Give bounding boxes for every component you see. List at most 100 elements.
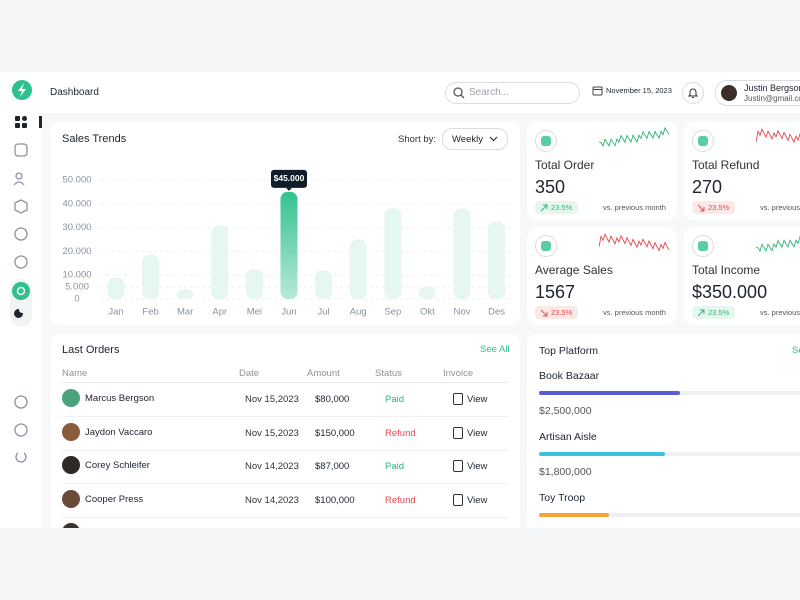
stat-icon [692,235,714,257]
nav-settings2[interactable] [14,227,28,241]
order-amount: $80,000 [315,394,350,405]
order-action[interactable]: View [467,494,488,506]
nav-products[interactable] [14,199,28,214]
platform-name: Book Bazaar [539,370,600,382]
trend-arrow-line [697,309,705,316]
x-tick-label: Mei [247,307,262,318]
theme-dark[interactable] [14,308,24,318]
platform-link[interactable]: See All [792,345,800,356]
order-action[interactable]: View [467,461,488,472]
trend-arrow-line [540,204,548,211]
user-email: Justin@gmail.com [744,94,800,103]
x-tick-label: Jun [281,307,296,318]
header [42,72,800,115]
order-avatar [62,456,80,474]
data-label: $45.000 [274,173,305,183]
nav-settings[interactable] [14,423,28,437]
stat-title: Total Order [535,158,595,172]
platform-name: Toy Troop [539,492,586,504]
y-tick-label: 10.000 [62,270,91,281]
nav-logout[interactable] [15,452,27,463]
sidebar-icons [10,80,42,463]
order-date: Nov 15,2023 [245,427,299,439]
stat-icon-dot [541,136,551,146]
stat-icon [692,130,714,152]
theme-light[interactable] [12,282,30,300]
date: November 15, 2023 [606,86,672,95]
bar [280,191,298,299]
trend-arrow-line [540,309,548,316]
search-box[interactable]: Search... [445,82,580,104]
page-title: Dashboard [50,87,99,98]
sales-card: Sales Trends Short by: Weekly 0 5.000 10.0… [50,122,520,325]
stat-value: $350.000 [692,282,768,302]
stat-comparison: vs. previous month [760,203,800,212]
column-header: Name [62,368,88,379]
bar [315,270,333,299]
bar [349,239,367,299]
stat-card: Total Order 350 23.5% vs. previous month [527,122,677,220]
platform-name: Artisan Aisle [539,431,597,443]
search-placeholder: Search... [469,87,510,98]
column-header: Date [239,368,260,379]
user-avatar [721,85,737,101]
order-status: Paid [385,461,405,472]
platform-bar [539,513,610,517]
nav-dashboard[interactable] [15,116,27,128]
bar [488,221,506,299]
stat-comparison: vs. previous month [603,203,666,212]
bar [142,254,160,299]
sort-label: Short by: [398,134,437,145]
sparkline [599,233,669,252]
user-name: Justin Bergson [744,83,800,93]
user-menu[interactable]: Justin Bergson Justin@gmail.com [715,80,800,106]
stat-icon-dot [698,241,708,251]
row-divider [62,416,508,417]
bar [384,208,402,299]
stat-title: Average Sales [535,263,613,277]
order-status: Refund [385,427,416,439]
nav-next[interactable] [14,395,28,409]
bar [107,277,125,299]
stat-card: Average Sales 1567 23.5% vs. previous month [527,227,677,325]
stat-icon-dot [698,136,708,146]
order-action[interactable]: View [467,394,488,405]
nav-analytics[interactable] [14,143,28,157]
sparkline-line [599,233,669,252]
bar [453,208,471,299]
stat-change: 23.5% [535,201,579,214]
sparkline [756,235,800,253]
stat-change-text: 23.5% [708,308,730,317]
order-date: Nov 14,2023 [245,461,299,472]
order-avatar [62,389,80,407]
stat-value: 1567 [535,282,576,302]
trend-arrow [540,204,548,211]
stat-card: Total Income $350.000 23.5% vs. previous mo… [684,227,800,325]
sidebar [0,72,42,528]
x-tick-label: Feb [142,307,158,318]
nav-users[interactable] [15,172,23,180]
stat-comparison: vs. previous month [603,308,666,317]
invoice-icon [453,426,463,439]
order-status: Paid [385,394,405,405]
order-action[interactable]: View [467,427,488,439]
platform-card: Top Platform See All Book Bazaar $2,500,0… [527,334,800,528]
order-amount: $150,000 [315,427,355,439]
stat-comparison: vs. previous month [760,308,800,317]
stat-icon-dot [541,241,551,251]
order-date: Nov 15,2023 [245,394,299,405]
sparkline [599,126,669,148]
nav-info[interactable] [14,255,28,269]
trend-arrow [697,204,705,211]
platform-bar [539,391,680,395]
calendar-icon [592,86,603,96]
sort-dropdown[interactable]: Weekly [442,128,508,150]
column-header: Status [375,368,402,379]
sparkline-line [599,126,669,148]
x-tick-label: Mar [177,307,193,318]
sparkline [756,128,800,144]
tooltip [271,169,307,188]
notifications[interactable] [682,82,704,104]
orders-link[interactable]: See All [480,344,510,355]
